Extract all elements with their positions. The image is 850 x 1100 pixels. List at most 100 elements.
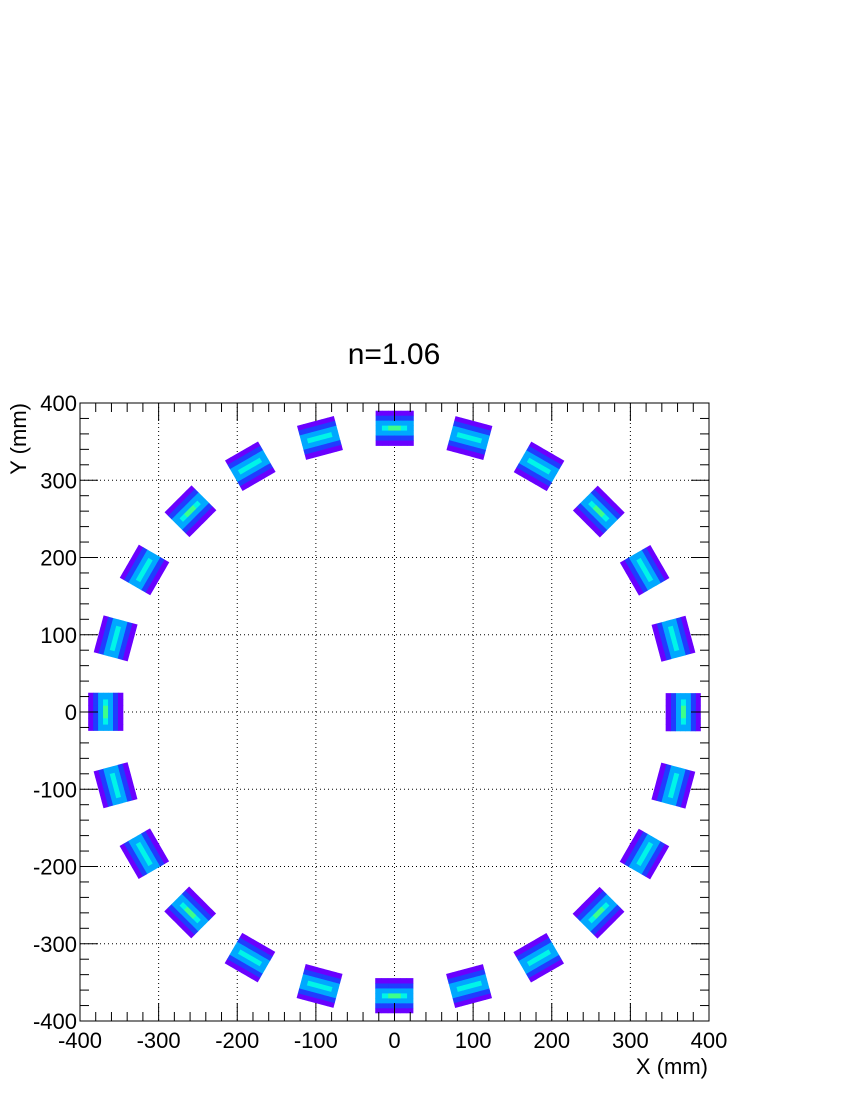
module-cell [120,775,128,784]
module-cell [232,458,242,467]
module-cell [111,778,119,787]
module-cell [673,766,681,775]
module-cell [256,461,266,470]
module-cell [631,560,640,569]
module-cell [675,693,681,700]
module-cell [375,988,382,994]
module-cell [88,699,94,706]
module-cell [470,451,479,459]
x-tick-label: 300 [612,1028,649,1053]
module-cell [630,847,639,857]
module-cell [142,563,151,572]
module-cell [329,446,337,454]
module-cell [529,951,538,960]
module-cell [641,576,650,586]
module-cell [400,415,408,422]
module-cell [653,846,662,856]
module-cell [400,1007,408,1014]
module-cell [635,557,644,567]
module-cell [140,555,149,564]
module-cell [659,762,667,771]
module-cell [471,425,479,433]
module-cell [145,557,154,567]
detector-module [651,615,696,662]
module-cell [185,886,194,896]
module-cell [670,798,678,807]
module-cell [320,438,329,446]
module-cell [207,506,217,515]
module-cell [98,724,104,731]
module-cell [406,1002,414,1009]
module-cell [669,651,677,660]
module-cell [452,996,461,1004]
module-cell [248,472,257,481]
module-cell [394,435,402,441]
module-cell [685,724,691,732]
module-cell [645,545,654,554]
module-cell [299,983,308,991]
module-cell [109,624,117,632]
module-cell [127,568,136,578]
module-cell [526,445,535,454]
module-cell [550,961,559,970]
module-cell [300,978,309,986]
module-cell [248,966,258,975]
module-cell [446,444,455,452]
module-cell [381,420,389,427]
module-cell [467,440,476,448]
module-cell [237,937,246,946]
module-cell [322,448,331,455]
module-cell [400,430,408,436]
module-cell [310,965,319,973]
module-cell [310,991,318,999]
module-cell [108,785,116,794]
module-cell [675,636,683,645]
module-cell [143,570,152,580]
module-cell [516,463,525,472]
module-cell [464,449,473,457]
module-cell [654,854,663,863]
module-cell [152,860,161,870]
module-cell [108,649,116,658]
module-cell [690,705,696,713]
module-cell [148,833,157,843]
module-cell [407,425,414,431]
module-cell [644,862,653,872]
module-cell [459,973,468,981]
module-cell [464,993,473,1000]
module-cell [695,699,701,707]
module-cell [482,988,491,996]
module-cell [186,485,196,494]
module-cell [311,986,320,994]
module-cell [134,565,143,575]
module-cell [665,705,672,713]
module-cell [400,425,408,431]
detector-module [619,828,670,880]
y-tick-label: 300 [40,468,77,493]
module-cell [622,850,631,859]
detector-module [375,410,414,446]
module-cell [407,410,414,417]
module-cell [117,632,125,641]
module-cell [141,852,150,861]
module-cell [88,705,94,712]
detector-module [93,615,138,662]
module-cell [544,965,554,974]
module-cell [555,457,565,466]
module-cell [136,833,145,842]
module-cell [104,792,112,801]
module-cell [109,643,117,652]
module-cell [259,454,269,463]
module-cell [475,984,484,992]
module-cell [239,932,249,941]
module-cell [190,488,199,498]
module-cell [400,983,408,989]
module-cell [121,620,128,629]
module-cell [665,619,673,628]
module-cell [530,476,539,485]
module-cell [683,627,691,636]
module-cell [250,476,260,485]
module-cell [388,435,395,441]
module-cell [662,627,670,635]
module-cell [547,458,557,467]
